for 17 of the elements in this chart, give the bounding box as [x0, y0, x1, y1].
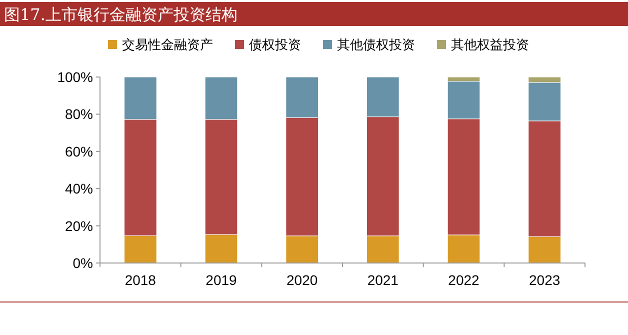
- x-tick-label: 2021: [367, 272, 399, 288]
- legend-label: 其他权益投资: [451, 38, 529, 53]
- y-tick-label: 60%: [64, 143, 93, 160]
- x-tick-label: 2019: [206, 272, 238, 288]
- x-tick-label: 2022: [448, 272, 480, 288]
- x-tick-label: 2018: [124, 272, 156, 288]
- x-tick-label: 2020: [286, 272, 318, 288]
- x-tick-label: 2023: [529, 272, 560, 288]
- y-tick-label: 100%: [57, 69, 93, 85]
- legend-label: 债权投资: [249, 38, 301, 53]
- legend-label: 交易性金融资产: [122, 37, 213, 53]
- chart-title: 图17.上市银行金融资产投资结构: [4, 5, 238, 24]
- y-tick-label: 40%: [64, 180, 93, 197]
- y-tick-label: 20%: [64, 218, 93, 234]
- legend-label: 其他债权投资: [337, 38, 415, 53]
- y-tick-label: 80%: [64, 106, 93, 122]
- y-tick-label: 0%: [72, 255, 93, 271]
